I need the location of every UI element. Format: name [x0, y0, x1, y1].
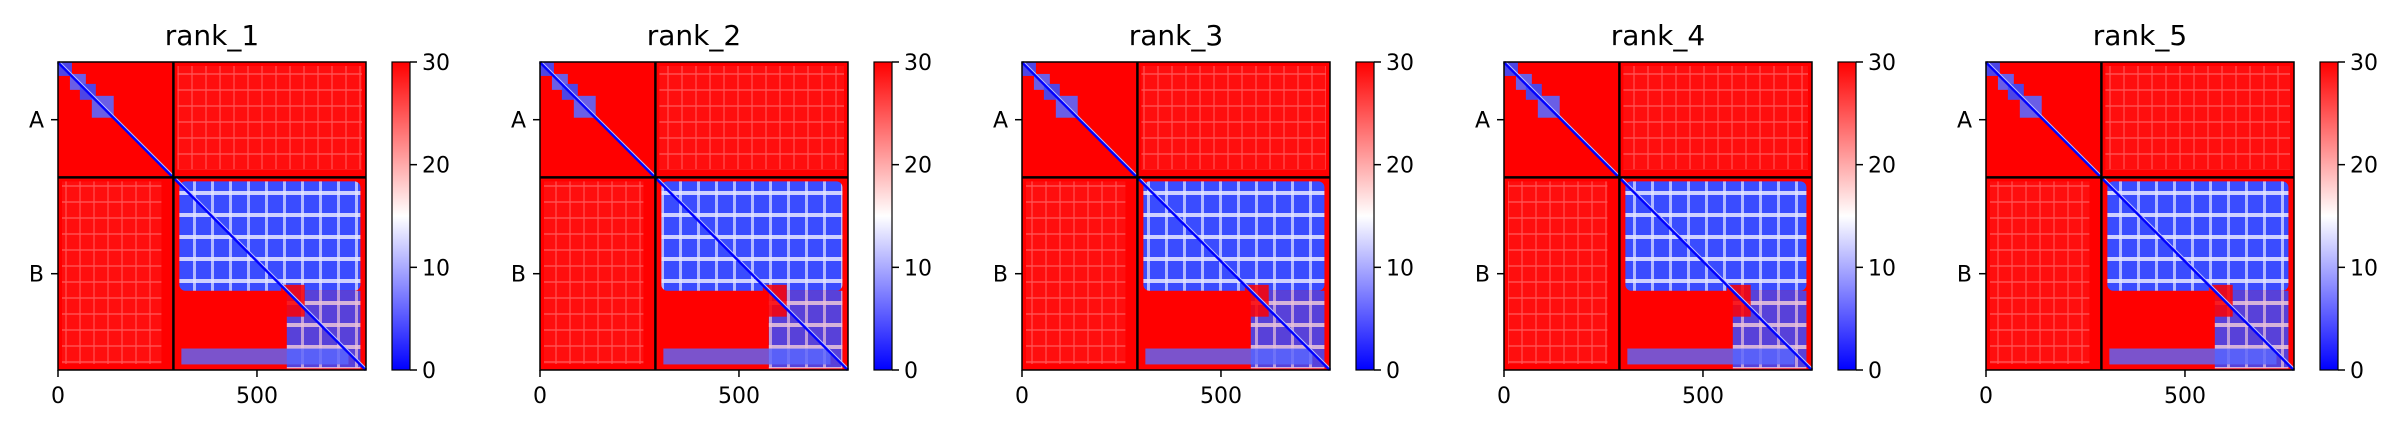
chain-b-bottom-band: [181, 348, 349, 365]
chain-b-bottom-band: [2109, 348, 2277, 365]
diagonal-line: [538, 60, 850, 372]
diagonal-highlight: [59, 61, 367, 369]
colorbar: [391, 61, 411, 371]
chain-label-b: B: [1957, 263, 1972, 288]
interchain-block-ab: [1141, 66, 1326, 170]
colorbar-tick-label: 30: [2350, 51, 2378, 76]
chain-label-a: A: [1475, 109, 1490, 134]
colorbar-tick-label: 30: [904, 51, 932, 76]
pae-panel-3: rank_3 A B 0 500 0 10 20 30: [993, 19, 1414, 409]
diagonal-highlight: [1023, 61, 1331, 369]
colorbar-tick-label: 10: [2350, 256, 2378, 281]
x-tick-label: 500: [1682, 384, 1724, 409]
diagonal-highlight: [541, 61, 849, 369]
colorbar: [873, 61, 893, 371]
interchain-block-ba: [1508, 181, 1608, 364]
pae-panel-5: rank_5 A B 0 500 0 10 20 30: [1957, 19, 2378, 409]
chain-b-domain-block: [661, 181, 843, 291]
pae-panel-4: rank_4 A B 0 500 0 10 20 30: [1475, 19, 1896, 409]
panel-title: rank_1: [165, 19, 259, 52]
diagonal-line: [1502, 60, 1814, 372]
chain-b-domain-block: [1625, 181, 1807, 291]
pae-panel-1: rank_1 A B 0 500 0 10 20 30: [29, 19, 450, 409]
colorbar-tick-label: 20: [1868, 154, 1896, 179]
colorbar-tick-label: 10: [904, 256, 932, 281]
panel-title: rank_4: [1611, 19, 1705, 52]
diagonal-line: [56, 60, 368, 372]
colorbar-tick-label: 10: [422, 256, 450, 281]
colorbar-tick-label: 0: [1386, 359, 1400, 384]
x-tick-label: 500: [236, 384, 278, 409]
interchain-block-ba: [544, 181, 644, 364]
interchain-block-ab: [177, 66, 362, 170]
colorbar: [1355, 61, 1375, 371]
chain-label-b: B: [511, 263, 526, 288]
diagonal-highlight: [1505, 61, 1813, 369]
colorbar-tick-label: 20: [904, 154, 932, 179]
colorbar-tick-label: 10: [1868, 256, 1896, 281]
colorbar-tick-label: 0: [2350, 359, 2364, 384]
colorbar-tick-label: 20: [1386, 154, 1414, 179]
interchain-block-ba: [62, 181, 162, 364]
diagonal-highlight: [1987, 61, 2295, 369]
colorbar-tick-label: 10: [1386, 256, 1414, 281]
chain-b-bottom-band: [663, 348, 831, 365]
chain-b-domain-block: [1143, 181, 1325, 291]
x-tick-label: 0: [1015, 384, 1029, 409]
colorbar-tick-label: 20: [422, 154, 450, 179]
colorbar-tick-label: 0: [422, 359, 436, 384]
colorbar-tick-label: 0: [1868, 359, 1882, 384]
colorbar: [2319, 61, 2339, 371]
x-tick-label: 0: [51, 384, 65, 409]
chain-b-domain-block: [2107, 181, 2289, 291]
panel-title: rank_5: [2093, 19, 2187, 52]
interchain-block-ab: [1623, 66, 1808, 170]
x-tick-label: 0: [1497, 384, 1511, 409]
chain-b-domain-block: [179, 181, 361, 291]
chain-label-a: A: [511, 109, 526, 134]
colorbar-tick-label: 20: [2350, 154, 2378, 179]
chain-label-a: A: [1957, 109, 1972, 134]
diagonal-line: [1020, 60, 1332, 372]
panel-title: rank_2: [647, 19, 741, 52]
interchain-block-ab: [659, 66, 844, 170]
x-tick-label: 500: [718, 384, 760, 409]
colorbar-tick-label: 0: [904, 359, 918, 384]
x-tick-label: 0: [1979, 384, 1993, 409]
colorbar-tick-label: 30: [1386, 51, 1414, 76]
colorbar-tick-label: 30: [422, 51, 450, 76]
chain-label-a: A: [29, 109, 44, 134]
axes-frame: [1985, 61, 2295, 371]
axes-frame: [539, 61, 849, 371]
diagonal-line: [1984, 60, 2296, 372]
interchain-block-ba: [1990, 181, 2090, 364]
chain-label-b: B: [993, 263, 1008, 288]
colorbar-tick-label: 30: [1868, 51, 1896, 76]
pae-panel-2: rank_2 A B 0 500 0 10 20 30: [511, 19, 932, 409]
interchain-block-ab: [2105, 66, 2290, 170]
chain-label-b: B: [1475, 263, 1490, 288]
chain-label-a: A: [993, 109, 1008, 134]
panel-title: rank_3: [1129, 19, 1223, 52]
interchain-block-ba: [1026, 181, 1126, 364]
x-tick-label: 500: [1200, 384, 1242, 409]
chain-label-b: B: [29, 263, 44, 288]
axes-frame: [1021, 61, 1331, 371]
axes-frame: [57, 61, 367, 371]
axes-frame: [1503, 61, 1813, 371]
colorbar: [1837, 61, 1857, 371]
chain-b-bottom-band: [1627, 348, 1795, 365]
chain-b-bottom-band: [1145, 348, 1313, 365]
x-tick-label: 500: [2164, 384, 2206, 409]
x-tick-label: 0: [533, 384, 547, 409]
